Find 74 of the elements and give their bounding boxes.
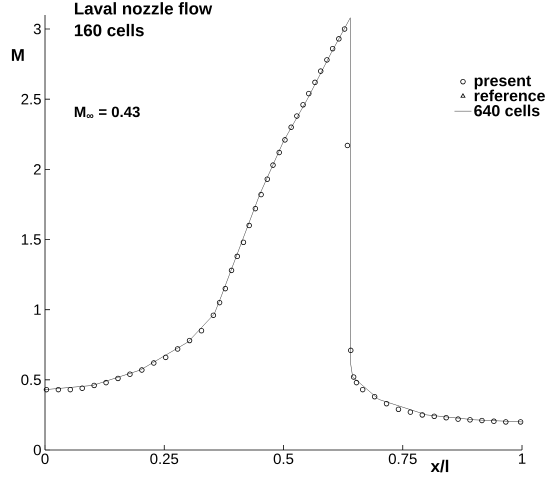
- point: [228, 268, 234, 274]
- y-tick-label: 2.5: [21, 94, 41, 104]
- point: [455, 416, 461, 422]
- point: [306, 90, 312, 96]
- y-axis-title: M: [12, 49, 24, 61]
- point: [312, 80, 318, 86]
- point: [186, 338, 192, 344]
- point: [330, 46, 336, 52]
- x-tick-label: 0.25: [150, 454, 178, 464]
- point: [252, 206, 258, 212]
- legend-label: present: [474, 76, 532, 90]
- legend-label: 640 cells: [474, 104, 540, 116]
- x-tick-label: 0: [41, 454, 49, 464]
- point: [151, 360, 156, 366]
- point: [139, 367, 145, 373]
- point: [350, 374, 356, 380]
- point: [56, 386, 62, 392]
- point: [432, 414, 437, 420]
- x-tick-label: 1: [518, 454, 526, 464]
- point: [384, 400, 390, 406]
- point: [420, 412, 426, 418]
- point: [408, 409, 414, 415]
- point: [324, 57, 330, 63]
- point: [276, 150, 282, 156]
- point: [467, 417, 473, 423]
- point: [443, 415, 449, 420]
- y-tick-label: 3: [34, 24, 41, 34]
- point: [174, 346, 180, 352]
- point: [44, 386, 50, 392]
- point: [344, 142, 350, 148]
- y-tick-label: 1: [34, 304, 41, 315]
- point: [282, 137, 288, 143]
- y-tick-label: 0.5: [21, 374, 41, 386]
- legend-label: reference: [474, 90, 545, 102]
- x-tick-label: 0.5: [274, 454, 294, 464]
- point: [103, 380, 109, 386]
- point: [360, 386, 366, 392]
- point: [210, 312, 216, 318]
- point: [270, 162, 276, 168]
- point: [246, 222, 252, 228]
- point: [372, 394, 378, 400]
- point: [300, 102, 306, 108]
- point: [264, 176, 270, 182]
- point: [80, 386, 85, 391]
- point: [336, 36, 342, 42]
- point: [258, 192, 264, 198]
- y-tick-label: 2: [34, 164, 41, 175]
- point: [354, 380, 360, 386]
- point: [288, 124, 294, 130]
- point: [479, 418, 485, 424]
- point: [222, 286, 228, 292]
- chart-subtitle: 160 cells: [74, 24, 144, 36]
- point: [115, 376, 121, 382]
- point: [68, 386, 73, 392]
- point: [318, 68, 324, 74]
- point: [240, 240, 246, 246]
- point: [503, 419, 508, 425]
- point: [348, 348, 354, 354]
- point: [198, 328, 204, 334]
- chart-title: Laval nozzle flow: [74, 2, 212, 15]
- x-tick-label: 0.75: [388, 454, 417, 464]
- point: [342, 26, 348, 32]
- y-tick-label: 0: [34, 444, 41, 456]
- y-tick-label: 1.5: [22, 234, 41, 245]
- point: [216, 300, 222, 306]
- point: [162, 354, 168, 360]
- point: [234, 254, 240, 260]
- x-axis-title: x/l: [430, 460, 448, 472]
- annotation: M$_{∞}$ = 0.43: [74, 106, 140, 118]
- point: [294, 113, 300, 119]
- point: [91, 382, 97, 388]
- point: [127, 372, 133, 377]
- point: [491, 418, 497, 424]
- point: [396, 406, 402, 412]
